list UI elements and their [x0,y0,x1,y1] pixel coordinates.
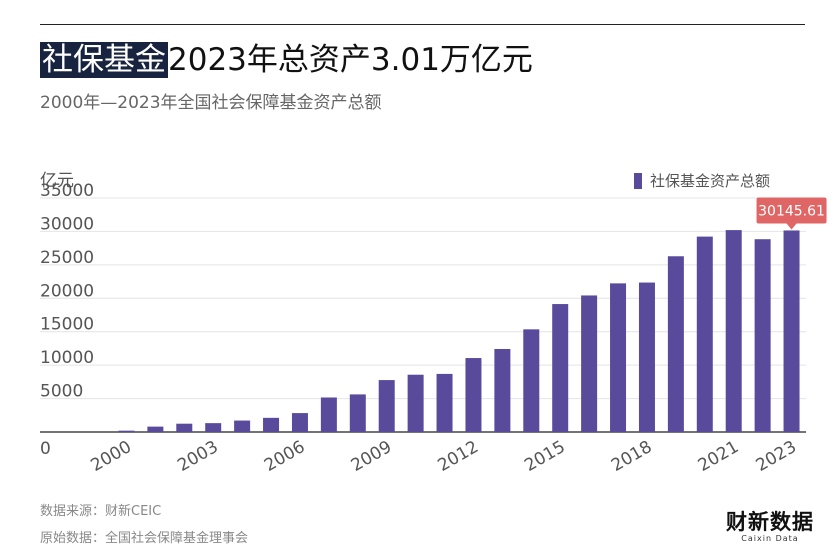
bar-2003 [205,423,222,432]
y-tick-label: 35000 [40,181,94,201]
y-tick-label: 25000 [40,248,94,268]
bar-2000 [118,430,135,432]
bar-2018 [638,282,655,432]
bar-2016 [581,295,598,432]
title-highlight: 社保基金 [40,42,168,78]
value-callout-label: 30145.61 [758,203,825,219]
data-source: 数据来源：财新CEIC [40,504,162,519]
bar-2008 [349,394,366,432]
bar-2005 [263,417,280,432]
legend-label: 社保基金资产总额 [650,172,771,190]
bar-2011 [436,373,453,432]
y-axis-unit-label: 亿元 [40,171,74,191]
bar-2013 [494,348,511,432]
bar-2002 [176,423,193,432]
x-tick-label: 2012 [434,437,481,476]
y-tick-label: 10000 [40,348,94,368]
bar-2001 [147,426,164,432]
bar-2006 [291,413,308,432]
x-tick-label: 2009 [348,437,395,476]
bar-2010 [407,374,424,432]
bar-2015 [552,304,569,432]
bar-2022 [754,239,771,432]
bar-2004 [234,420,251,432]
bar-2009 [378,380,395,432]
logo-subtext: Caixin Data [741,534,799,543]
page-subtitle: 2000年—2023年全国社会保障基金资产总额 [40,93,382,113]
x-tick-label: 2006 [261,437,308,476]
y-tick-label: 20000 [40,281,94,301]
bar-2007 [320,397,337,432]
x-tick-label: 2015 [521,437,568,476]
logo-text: 财新数据 [726,510,814,534]
bar-2012 [465,358,482,432]
y-tick-label: 15000 [40,315,94,335]
bar-2021 [725,230,742,432]
y-tick-label: 5000 [40,382,83,402]
x-tick-label: 2003 [174,437,221,476]
bar-2019 [667,256,684,432]
value-callout-pointer [786,223,797,230]
legend-swatch [634,172,642,189]
y-tick-label: 0 [40,439,51,459]
x-tick-label: 2000 [87,437,134,476]
value-callout-box [756,197,827,224]
x-tick-label: 2023 [753,437,800,476]
bar-2020 [696,236,713,432]
y-tick-label: 30000 [40,214,94,234]
bar-2023 [783,230,800,432]
title-text: 2023年总资产3.01万亿元 [168,42,533,78]
origin-source: 原始数据：全国社会保障基金理事会 [40,531,249,546]
top-rule [40,24,805,25]
caixin-data-logo: 财新数据 Caixin Data [726,510,814,543]
bar-2014 [523,329,540,432]
page-title: 社保基金2023年总资产3.01万亿元 [40,40,533,80]
bar-2017 [610,283,627,432]
chart-legend: 社保基金资产总额 [634,170,770,191]
x-tick-label: 2021 [695,437,742,476]
x-tick-label: 2018 [608,437,655,476]
